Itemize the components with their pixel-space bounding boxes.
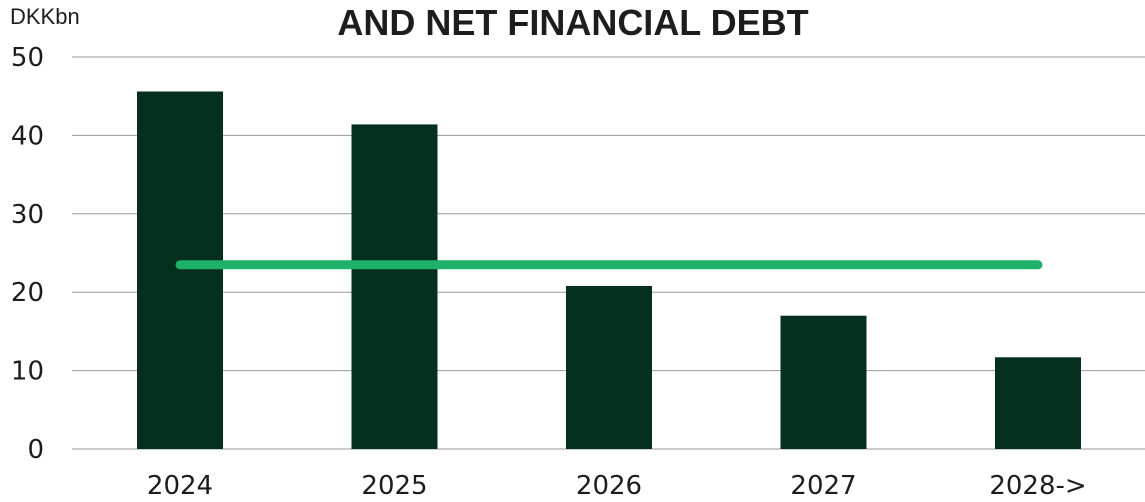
bar-2028->	[995, 357, 1081, 449]
y-tick-label: 10	[11, 357, 44, 387]
x-tick-label: 2025	[361, 471, 427, 501]
y-tick-label: 40	[11, 121, 44, 151]
y-tick-label: 50	[11, 43, 44, 73]
x-tick-label: 2026	[576, 471, 642, 501]
x-tick-label: 2024	[147, 471, 213, 501]
y-tick-label: 0	[27, 435, 44, 465]
y-unit-label: DKKbn	[10, 4, 80, 29]
y-axis-ticks: 0 10 20 30 40 50	[11, 43, 44, 465]
bar-2025	[351, 124, 438, 449]
bar-2024	[137, 91, 223, 449]
bars	[137, 91, 1081, 449]
x-tick-label: 2027	[790, 471, 856, 501]
bar-2026	[566, 285, 652, 449]
bar-2027	[780, 315, 867, 449]
y-tick-label: 30	[11, 200, 44, 230]
x-axis-ticks: 2024 2025 2026 2027 2028->	[147, 471, 1087, 501]
y-tick-label: 20	[11, 278, 44, 308]
x-tick-label: 2028->	[989, 471, 1086, 501]
chart-title: AND NET FINANCIAL DEBT	[337, 2, 808, 43]
